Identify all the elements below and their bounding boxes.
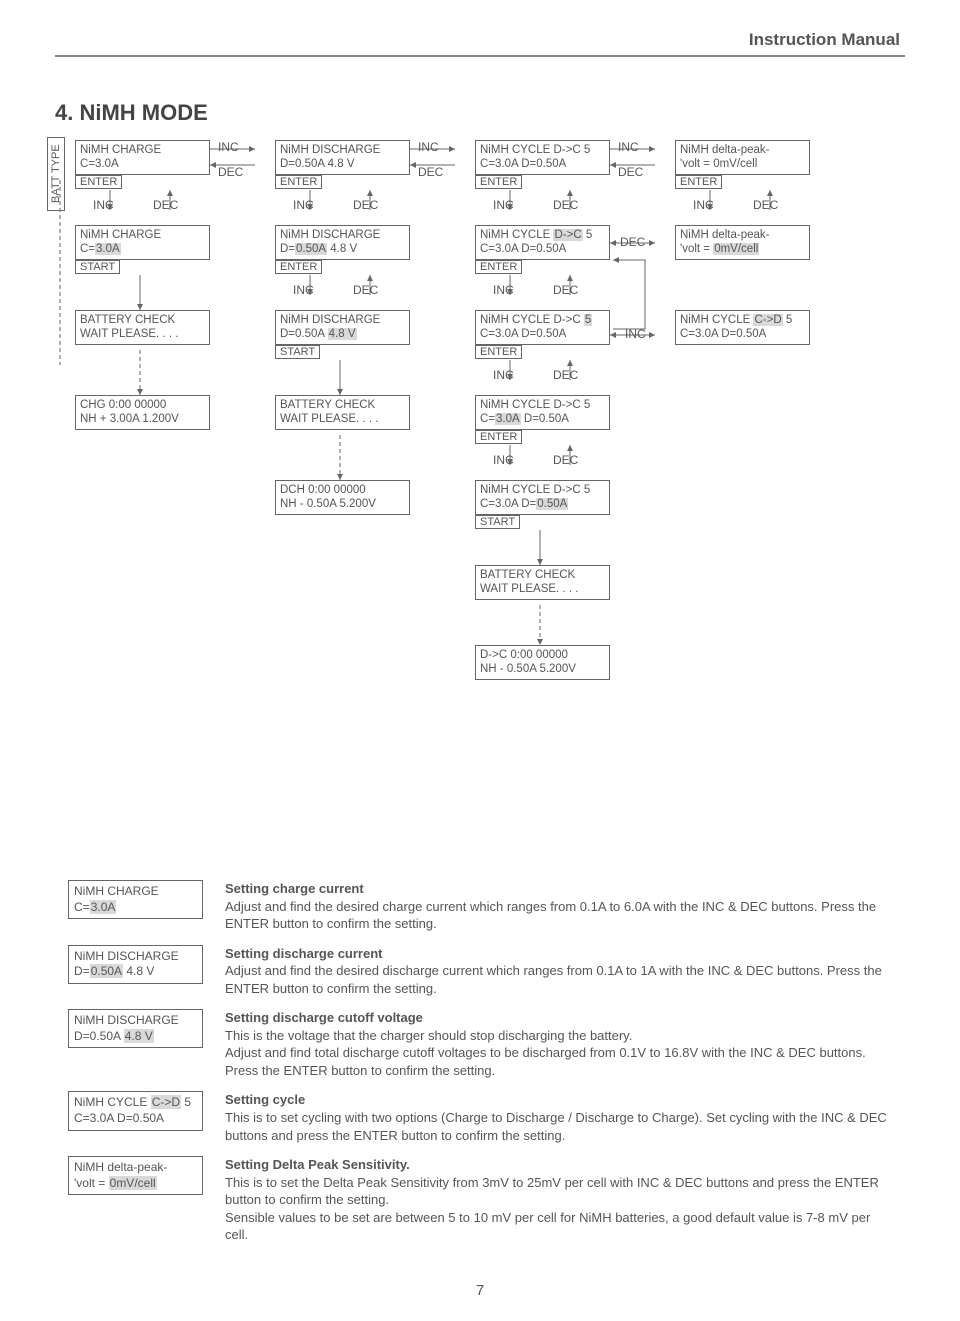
instruction-row: NiMH CYCLE C->D 5 C=3.0A D=0.50A Setting… [68, 1091, 888, 1144]
btn-enter: ENTER [475, 260, 522, 274]
instruction-text: Setting discharge current Adjust and fin… [225, 945, 888, 998]
box-cycle-r4: NiMH CYCLE D->C 5C=3.0A D=0.50A [475, 395, 610, 430]
lbl-inc: INC [493, 453, 514, 467]
box-discharge-r1: NiMH DISCHARGED=0.50A 4.8 V [275, 140, 410, 175]
lbl-inc: INC [493, 368, 514, 382]
btn-enter: ENTER [75, 175, 122, 189]
box-cycle-r2: NiMH CYCLE D->C 5C=3.0A D=0.50A [475, 225, 610, 260]
btn-enter: ENTER [275, 175, 322, 189]
instruction-text: Setting discharge cutoff voltage This is… [225, 1009, 888, 1079]
box-discharge-r3: NiMH DISCHARGED=0.50A 4.8 V [275, 310, 410, 345]
instruction-text: Setting Delta Peak Sensitivity. This is … [225, 1156, 888, 1244]
instruction-box: NiMH DISCHARGE D=0.50A 4.8 V [68, 1009, 203, 1048]
header-rule [55, 55, 905, 57]
box-cycle-r5: NiMH CYCLE D->C 5C=3.0A D=0.50A [475, 480, 610, 515]
instruction-box: NiMH CYCLE C->D 5 C=3.0A D=0.50A [68, 1091, 203, 1130]
lbl-dec: DEC [353, 283, 378, 297]
box-charge-r1: NiMH CHARGEC=3.0A [75, 140, 210, 175]
lbl-inc: INC [293, 198, 314, 212]
instruction-row: NiMH DISCHARGE D=0.50A 4.8 V Setting dis… [68, 1009, 888, 1079]
lbl-inc: INC [493, 198, 514, 212]
btn-start: START [275, 345, 320, 359]
btn-enter: ENTER [475, 345, 522, 359]
btn-enter: ENTER [475, 430, 522, 444]
box-delta-r2: NiMH delta-peak-'volt = 0mV/cell [675, 225, 810, 260]
box-charge-r2: NiMH CHARGEC=3.0A [75, 225, 210, 260]
lbl-inc: INC [625, 327, 646, 341]
instruction-row: NiMH DISCHARGE D=0.50A 4.8 V Setting dis… [68, 945, 888, 998]
lbl-inc: INC [693, 198, 714, 212]
lbl-inc: INC [493, 283, 514, 297]
box-cycle-r3: NiMH CYCLE D->C 5C=3.0A D=0.50A [475, 310, 610, 345]
box-cycle-cd: NiMH CYCLE C->D 5C=3.0A D=0.50A [675, 310, 810, 345]
section-title: 4. NiMH MODE [55, 100, 208, 126]
box-dc-status: D->C 0:00 00000NH - 0.50A 5.200V [475, 645, 610, 680]
flowchart-canvas: BATT TYPE NiMH CHARGEC=3.0A ENTER INC DE… [55, 135, 905, 865]
box-dch-status: DCH 0:00 00000NH - 0.50A 5.200V [275, 480, 410, 515]
instruction-text: Setting charge current Adjust and find t… [225, 880, 888, 933]
lbl-dec: DEC [753, 198, 778, 212]
instruction-box: NiMH CHARGE C=3.0A [68, 880, 203, 919]
lbl-dec: DEC [553, 368, 578, 382]
btn-start: START [475, 515, 520, 529]
lbl-inc: INC [618, 140, 639, 154]
instruction-row: NiMH CHARGE C=3.0A Setting charge curren… [68, 880, 888, 933]
box-delta-r1: NiMH delta-peak-'volt = 0mV/cell [675, 140, 810, 175]
lbl-dec: DEC [553, 453, 578, 467]
btn-enter: ENTER [675, 175, 722, 189]
btn-enter: ENTER [475, 175, 522, 189]
instruction-row: NiMH delta-peak- 'volt = 0mV/cell Settin… [68, 1156, 888, 1244]
lbl-inc: INC [218, 140, 239, 154]
header-title: Instruction Manual [749, 30, 900, 50]
lbl-dec: DEC [353, 198, 378, 212]
instruction-box: NiMH DISCHARGE D=0.50A 4.8 V [68, 945, 203, 984]
box-bcheck-c3: BATTERY CHECKWAIT PLEASE. . . . [475, 565, 610, 600]
btn-start: START [75, 260, 120, 274]
box-bcheck-c2: BATTERY CHECKWAIT PLEASE. . . . [275, 395, 410, 430]
lbl-dec: DEC [153, 198, 178, 212]
box-cycle-r1: NiMH CYCLE D->C 5C=3.0A D=0.50A [475, 140, 610, 175]
lbl-inc: INC [293, 283, 314, 297]
box-chg-status: CHG 0:00 00000NH + 3.00A 1.200V [75, 395, 210, 430]
lbl-dec: DEC [620, 235, 645, 249]
lbl-dec: DEC [553, 283, 578, 297]
box-discharge-r2: NiMH DISCHARGED=0.50A 4.8 V [275, 225, 410, 260]
btn-enter: ENTER [275, 260, 322, 274]
lbl-dec: DEC [553, 198, 578, 212]
lbl-dec: DEC [418, 165, 443, 179]
lbl-inc: INC [418, 140, 439, 154]
instructions-block: NiMH CHARGE C=3.0A Setting charge curren… [68, 880, 888, 1256]
lbl-dec: DEC [618, 165, 643, 179]
instruction-box: NiMH delta-peak- 'volt = 0mV/cell [68, 1156, 203, 1195]
instruction-text: Setting cycle This is to set cycling wit… [225, 1091, 888, 1144]
lbl-dec: DEC [218, 165, 243, 179]
batt-type-tag: BATT TYPE [47, 137, 65, 211]
lbl-inc: INC [93, 198, 114, 212]
page-number: 7 [0, 1282, 960, 1299]
box-bcheck-c1: BATTERY CHECKWAIT PLEASE. . . . [75, 310, 210, 345]
